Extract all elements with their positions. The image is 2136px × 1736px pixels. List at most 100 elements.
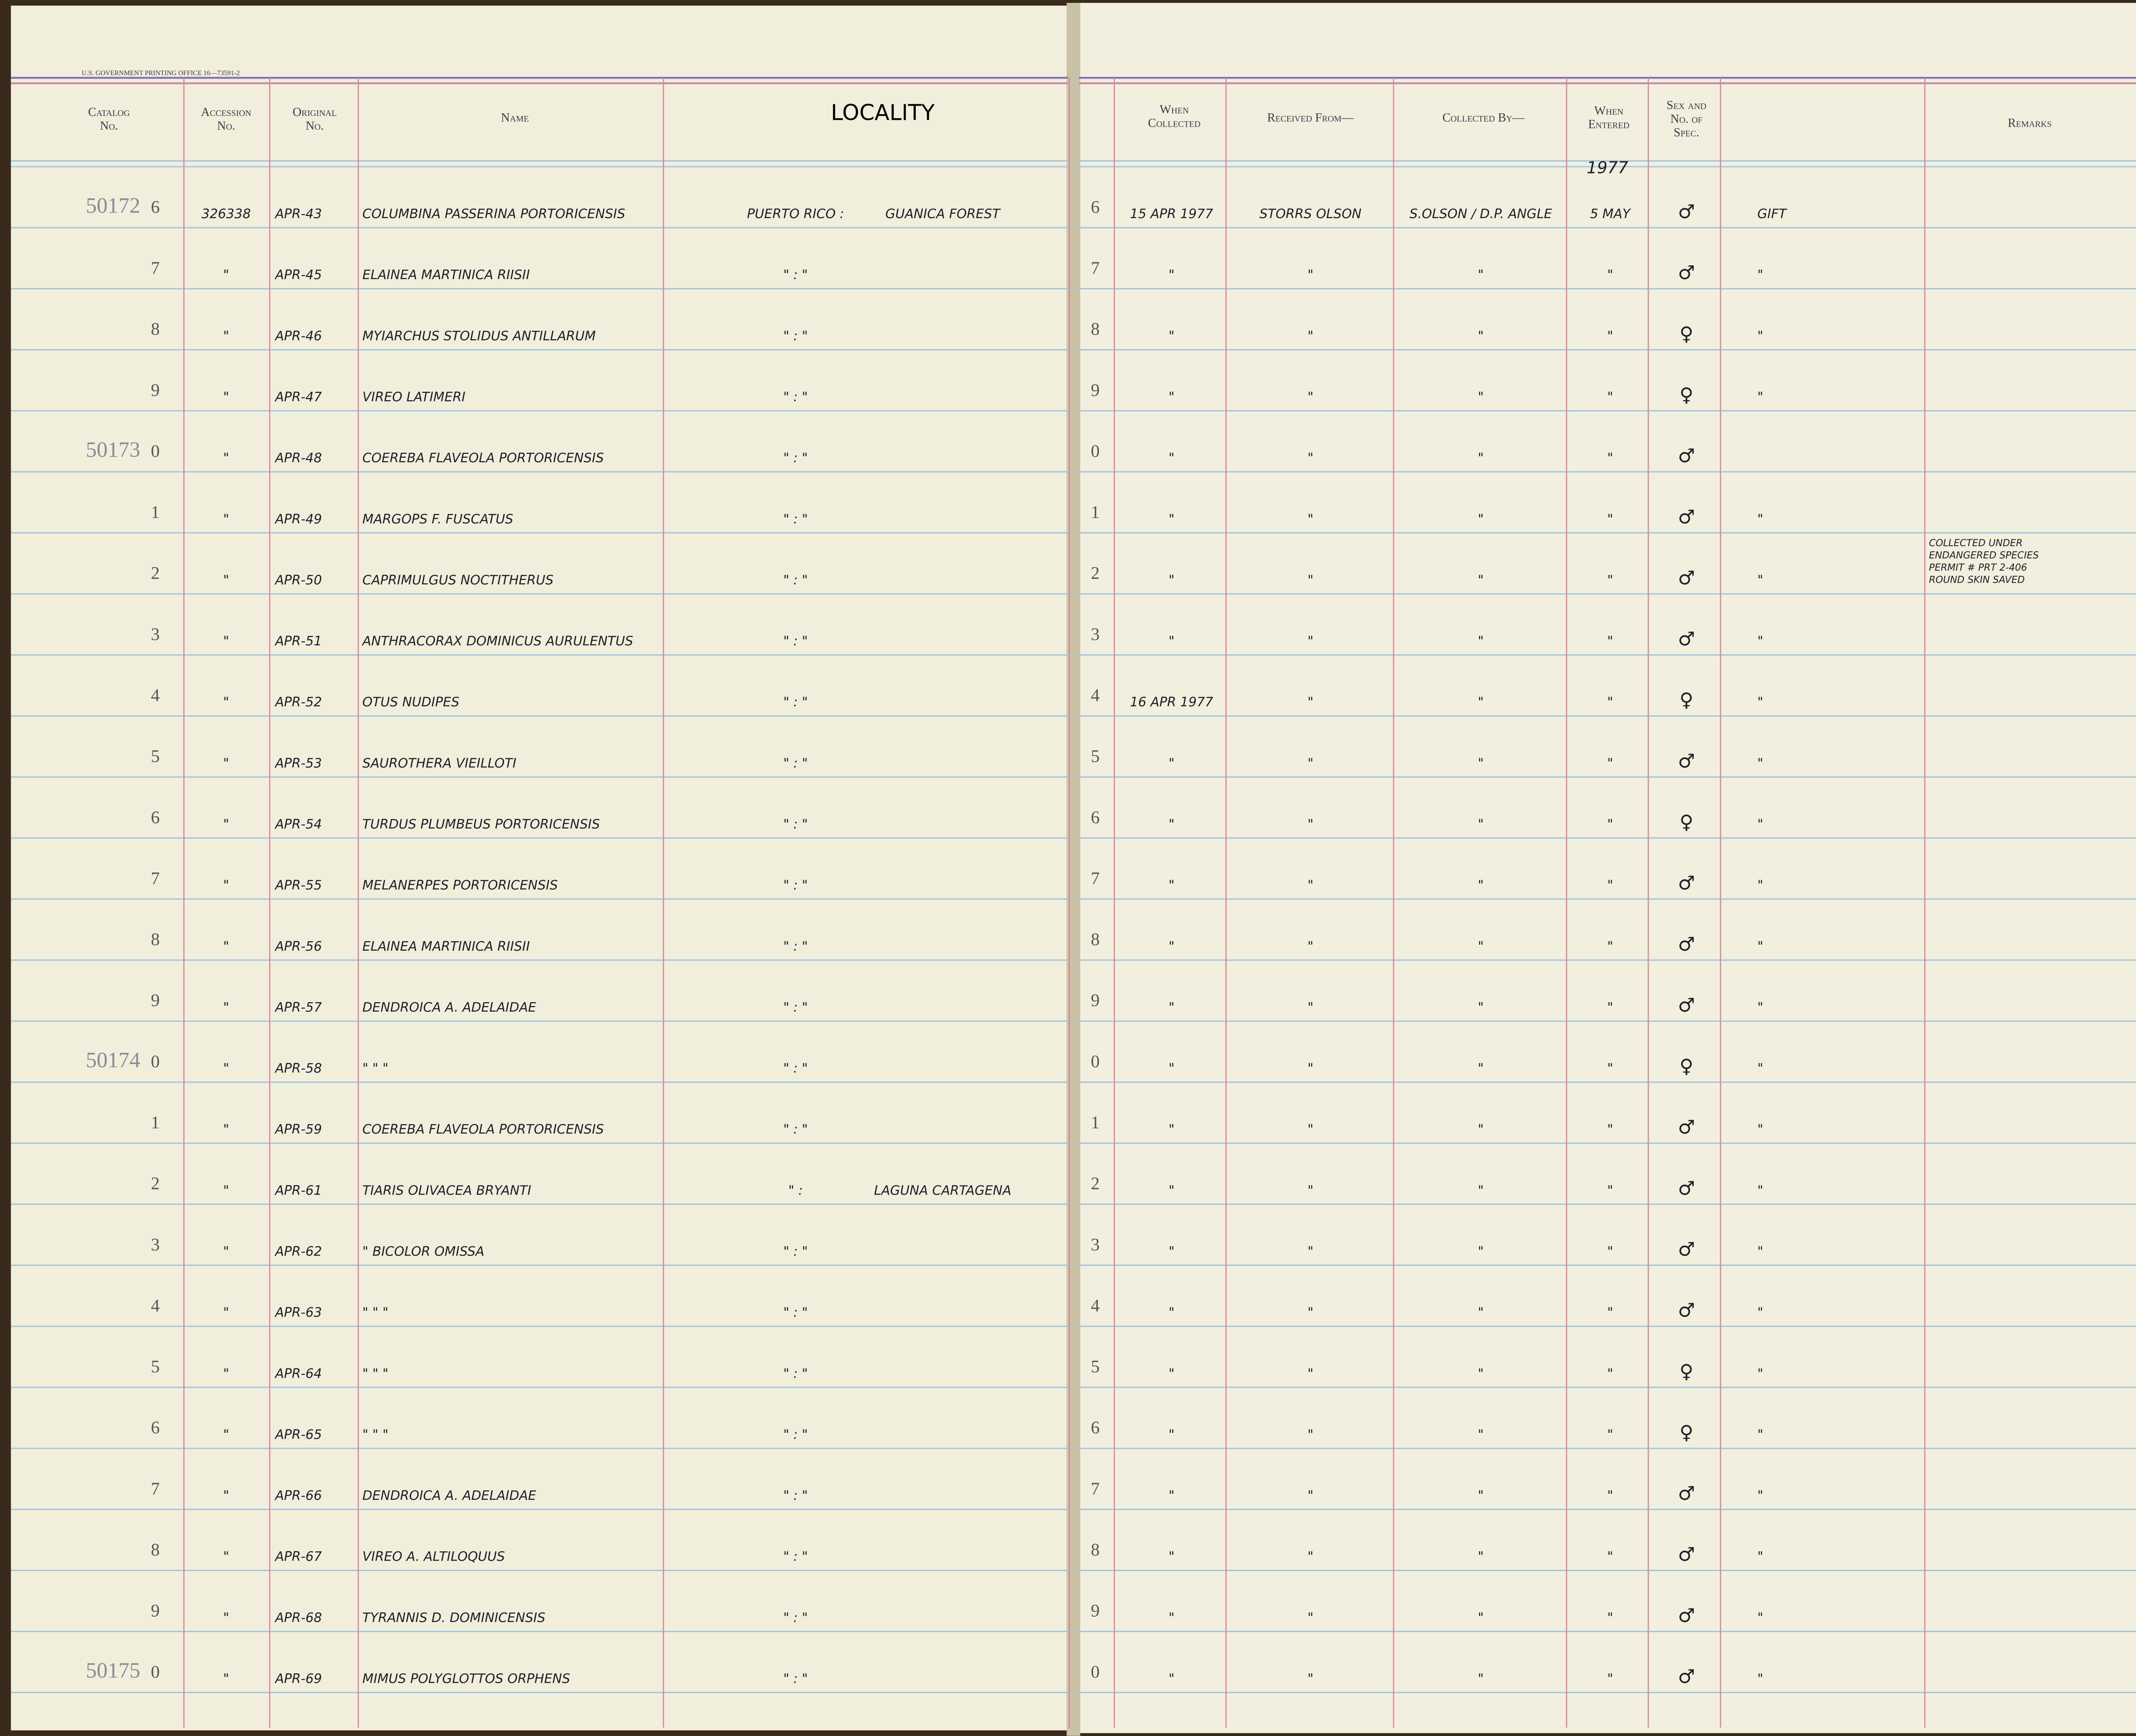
species-name: DENDROICA A. ADELAIDAE <box>362 1000 536 1015</box>
species-name: ELAINEA MARTINICA RIISII <box>362 939 530 954</box>
collected-by: " <box>1478 389 1484 404</box>
accession: " <box>223 1244 229 1259</box>
received-from: " <box>1307 878 1313 893</box>
accession: " <box>223 1305 229 1320</box>
received-from: " <box>1307 328 1313 344</box>
locality: " : " <box>783 1610 808 1625</box>
received-from: " <box>1307 1122 1313 1137</box>
species-name: SAUROTHERA VIEILLOTI <box>362 756 517 771</box>
sex: ♂ <box>1678 506 1695 528</box>
when-entered: " <box>1607 634 1613 649</box>
accession: " <box>223 695 229 710</box>
column-header: Original <box>293 106 337 119</box>
when-collected: " <box>1169 389 1175 404</box>
locality: " : " <box>783 573 808 588</box>
catalog-digit-right: 1 <box>1091 502 1100 522</box>
locality: " : " <box>783 1244 808 1259</box>
catalog-digit: 1 <box>151 502 160 522</box>
catalog-digit: 0 <box>151 441 160 461</box>
remarks-line: PERMIT # PRT 2-406 <box>1929 562 2027 573</box>
when-entered: " <box>1607 756 1613 771</box>
locality-detail: GUANICA FOREST <box>885 207 1001 222</box>
when-entered: " <box>1607 389 1613 404</box>
collected-by: " <box>1478 1122 1484 1137</box>
when-collected: " <box>1169 451 1175 466</box>
note: " <box>1757 1061 1763 1076</box>
received-from: " <box>1307 1183 1313 1198</box>
sex: ♂ <box>1678 933 1695 955</box>
collected-by: " <box>1478 512 1484 527</box>
catalog-digit: 7 <box>151 258 160 278</box>
entries: U.S. GOVERNMENT PRINTING OFFICE 16—73591… <box>82 70 2051 1688</box>
catalog-digit-right: 6 <box>1091 807 1100 827</box>
rules <box>11 77 2136 1728</box>
column-header: Accession <box>201 106 251 119</box>
when-collected: 16 APR 1977 <box>1130 695 1213 710</box>
locality: " : " <box>783 634 808 649</box>
original-no: APR-62 <box>274 1244 322 1259</box>
species-name: COEREBA FLAVEOLA PORTORICENSIS <box>362 1122 604 1137</box>
original-no: APR-64 <box>274 1366 322 1381</box>
accession: " <box>223 817 229 832</box>
locality: " : " <box>783 389 808 404</box>
species-name: TIARIS OLIVACEA BRYANTI <box>362 1183 531 1198</box>
received-from: " <box>1307 1488 1313 1503</box>
original-no: APR-43 <box>274 207 322 222</box>
when-entered: " <box>1607 1122 1613 1137</box>
accession: " <box>223 634 229 649</box>
accession: " <box>223 389 229 404</box>
received-from: " <box>1307 573 1313 588</box>
original-no: APR-58 <box>274 1061 322 1076</box>
accession: " <box>223 1366 229 1381</box>
catalog-digit: 6 <box>151 807 160 827</box>
when-collected: " <box>1169 512 1175 527</box>
catalog-digit-right: 8 <box>1091 929 1100 949</box>
column-header: Catalog <box>88 106 130 119</box>
column-header: Received From— <box>1267 111 1354 125</box>
catalog-digit-right: 2 <box>1091 563 1100 583</box>
accession: " <box>223 756 229 771</box>
catalog-digit: 3 <box>151 1234 160 1254</box>
species-name: " " " <box>362 1366 389 1381</box>
catalog-digit-right: 4 <box>1091 1295 1100 1315</box>
original-no: APR-66 <box>274 1488 322 1503</box>
accession: " <box>223 1122 229 1137</box>
sex: ♂ <box>1678 1177 1695 1199</box>
species-name: VIREO A. ALTILOQUUS <box>362 1549 505 1564</box>
original-no: APR-65 <box>274 1427 322 1442</box>
original-no: APR-52 <box>274 695 322 710</box>
column-header: When <box>1160 103 1189 116</box>
locality: " : " <box>783 756 808 771</box>
collected-by: " <box>1478 1427 1484 1442</box>
received-from: " <box>1307 1305 1313 1320</box>
accession: " <box>223 1061 229 1076</box>
collected-by: " <box>1478 634 1484 649</box>
species-name: TURDUS PLUMBEUS PORTORICENSIS <box>362 817 600 832</box>
catalog-digit: 5 <box>151 746 160 766</box>
received-from: " <box>1307 1366 1313 1381</box>
catalog-digit: 2 <box>151 1174 160 1193</box>
locality: " : " <box>783 1549 808 1564</box>
received-from: " <box>1307 1610 1313 1625</box>
gutter <box>1066 3 1081 1736</box>
species-name: COLUMBINA PASSERINA PORTORICENSIS <box>362 207 625 222</box>
sex: ♀ <box>1680 1055 1694 1077</box>
original-no: APR-53 <box>274 756 322 771</box>
catalog-digit-right: 7 <box>1091 258 1100 278</box>
species-name: TYRANNIS D. DOMINICENSIS <box>362 1610 545 1625</box>
note: " <box>1757 1671 1763 1686</box>
when-collected: " <box>1169 1305 1175 1320</box>
accession: " <box>223 1671 229 1686</box>
note: " <box>1757 634 1763 649</box>
locality: " : " <box>783 512 808 527</box>
received-from: " <box>1307 1061 1313 1076</box>
received-from: " <box>1307 939 1313 954</box>
catalog-digit-right: 2 <box>1091 1174 1100 1193</box>
sex: ♀ <box>1680 384 1694 406</box>
accession: 326338 <box>201 207 251 222</box>
when-entered: " <box>1607 1549 1613 1564</box>
collected-by: " <box>1478 756 1484 771</box>
collected-by: " <box>1478 573 1484 588</box>
original-no: APR-59 <box>274 1122 322 1137</box>
